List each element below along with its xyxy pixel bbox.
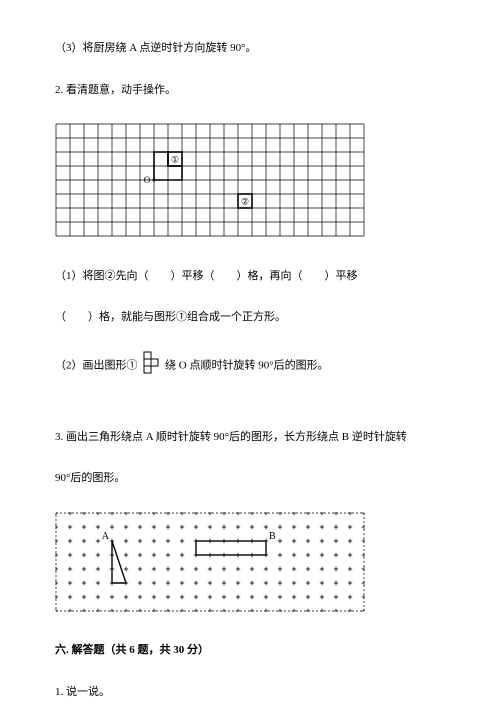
svg-text:O: O xyxy=(144,175,151,185)
question-3-main-line2: 90°后的图形。 xyxy=(55,470,445,488)
q2s1-e: （ xyxy=(55,311,66,323)
blank xyxy=(217,270,234,282)
blank xyxy=(305,270,322,282)
grid1-svg: ① O ② xyxy=(55,123,365,237)
question-2-title: 2. 看清题意，动手操作。 xyxy=(55,82,445,100)
grid-figure-1: ① O ② xyxy=(55,123,445,244)
question-3-main-line1: 3. 画出三角形绕点 A 顺时针旋转 90°后的图形，长方形绕点 B 逆时针旋转 xyxy=(55,429,445,447)
q3m-a: 3. 画出三角形绕点 A 顺时针旋转 90°后的图形，长方形绕点 B 逆时针旋转 xyxy=(55,431,407,443)
q2s1-c: ）格，再向（ xyxy=(237,270,303,282)
spacer xyxy=(55,405,445,429)
sec6-text: 六. 解答题（共 6 题，共 30 分） xyxy=(55,644,209,656)
q3-text: （3）将厨房绕 A 点逆时针方向旋转 90°。 xyxy=(55,42,257,54)
grid2-svg: AB xyxy=(55,512,365,612)
sec6-q1: 1. 说一说。 xyxy=(55,684,445,702)
svg-text:A: A xyxy=(102,531,110,542)
inline-shape-svg xyxy=(143,351,159,374)
q2s1-a: （1）将图②先向（ xyxy=(55,270,149,282)
q2s1-b: ）平移（ xyxy=(171,270,215,282)
q2s2-a: （2）画出图形① xyxy=(55,359,138,371)
q2s2-b: 绕 O 点顺时针旋转 90°后的图形。 xyxy=(165,359,329,371)
q2-sub1-line1: （1）将图②先向（ ）平移（ ）格，再向（ ）平移 xyxy=(55,268,445,286)
blank xyxy=(69,311,86,323)
sec6-q1-text: 1. 说一说。 xyxy=(55,686,110,698)
q2s1-f: ）格，就能与图形①组合成一个正方形。 xyxy=(88,311,286,323)
svg-text:B: B xyxy=(269,531,276,542)
q2-title-text: 2. 看清题意，动手操作。 xyxy=(55,84,176,96)
grid-figure-2: AB xyxy=(55,512,445,619)
section-6-header: 六. 解答题（共 6 题，共 30 分） xyxy=(55,642,445,660)
inline-shape-icon xyxy=(143,351,159,381)
svg-text:②: ② xyxy=(241,197,249,207)
q2-sub2: （2）画出图形① 绕 O 点顺时针旋转 90°后的图形。 xyxy=(55,351,445,381)
blank xyxy=(151,270,168,282)
svg-text:①: ① xyxy=(171,155,179,165)
q2-sub1-line2: （ ）格，就能与图形①组合成一个正方形。 xyxy=(55,309,445,327)
q2s1-d: ）平移 xyxy=(325,270,358,282)
question-3-sub: （3）将厨房绕 A 点逆时针方向旋转 90°。 xyxy=(55,40,445,58)
q3m-b: 90°后的图形。 xyxy=(55,472,125,484)
